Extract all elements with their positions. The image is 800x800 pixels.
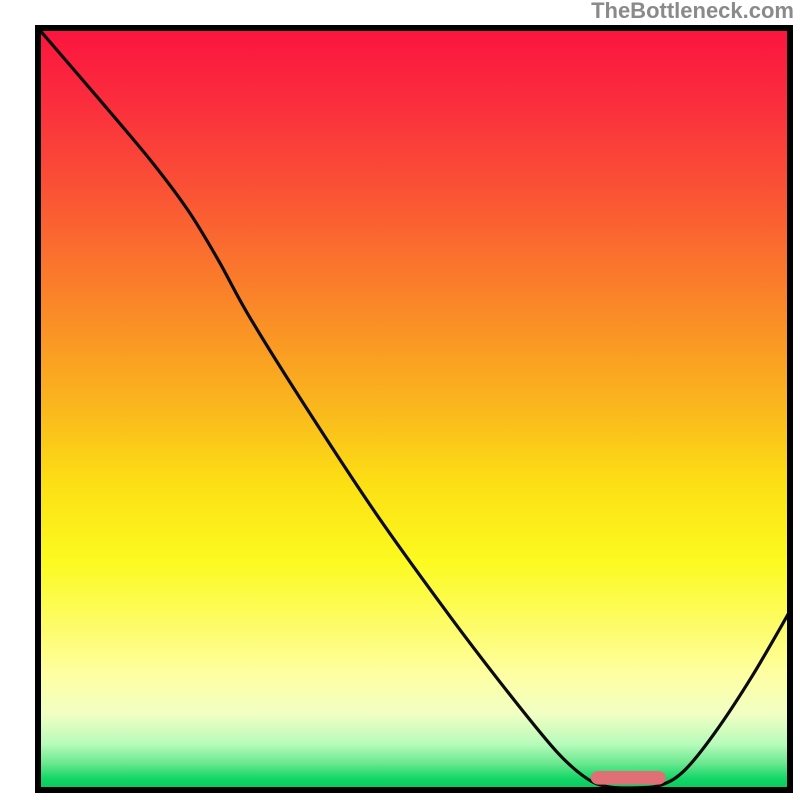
attribution-text: TheBottleneck.com xyxy=(591,0,794,22)
bottleneck-curve-chart xyxy=(0,0,800,800)
chart-container: TheBottleneck.com xyxy=(0,0,800,800)
gradient-background xyxy=(38,28,790,790)
optimal-zone-marker xyxy=(591,771,666,785)
